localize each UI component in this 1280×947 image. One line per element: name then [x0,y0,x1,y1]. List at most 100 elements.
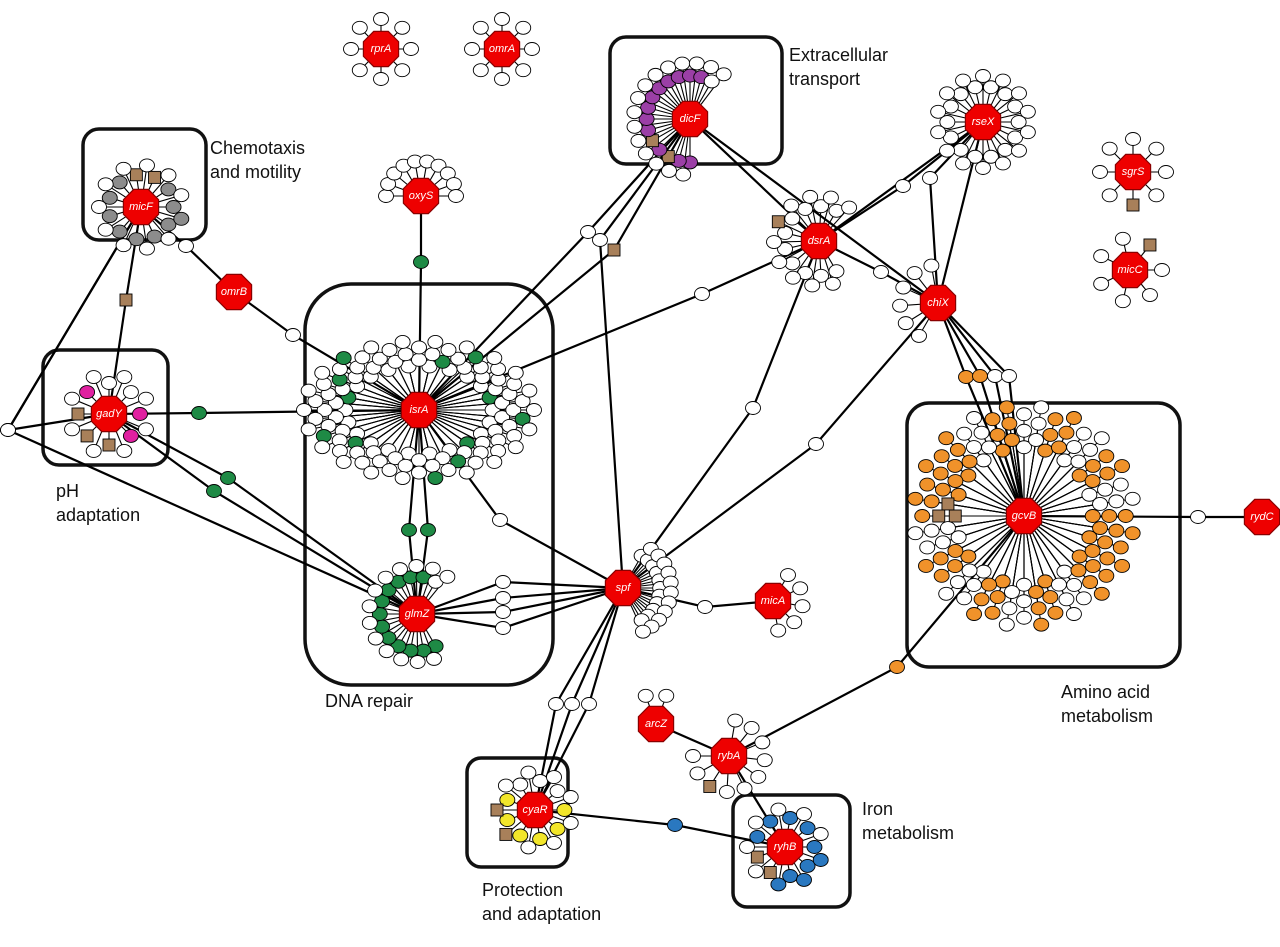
srna-octagon [754,582,792,620]
target-node [780,568,796,582]
target-node [770,877,787,892]
target-node [64,422,80,437]
target-node [300,383,317,398]
target-node [955,156,971,171]
target-node [411,352,427,367]
target-node [812,827,829,841]
srna-label: micF [129,201,154,213]
target-node [307,411,324,426]
target-node [1097,482,1114,497]
target-node-square [102,438,116,452]
connector-node [745,401,761,415]
target-node [771,255,788,270]
srna-octagon [800,222,838,260]
target-node [747,864,764,879]
target-node [1092,165,1108,179]
target-node-square [129,168,143,182]
srna-octagon [710,737,748,775]
srna-label: rprA [371,43,392,55]
target-node [97,222,114,237]
target-node [1098,449,1115,464]
connector-node [495,605,511,619]
target-node [906,266,923,281]
connector-node [191,406,207,420]
srna-label: chiX [927,297,949,309]
target-node [1085,458,1101,473]
target-node [1101,188,1118,203]
target-node [115,161,132,176]
target-node [750,769,767,784]
target-node [1011,143,1027,158]
srna-octagon [919,284,957,322]
target-node [160,182,177,197]
srna-octagon [122,188,160,226]
target-node [947,458,963,473]
target-node [1124,491,1141,506]
target-node [411,465,427,480]
srna-label: gadY [96,408,122,420]
target-node [907,526,924,541]
edge-24 [622,240,821,589]
srna-label: micC [1117,264,1142,276]
connector-node [564,697,580,711]
srna-label: rseX [972,116,995,128]
target-node [562,790,579,804]
target-node [505,403,522,417]
target-node [1071,549,1088,564]
srna-label: spf [616,582,632,594]
srna-label: micA [761,595,785,607]
target-node [1081,530,1098,545]
target-node [427,334,444,349]
target-node [973,425,990,440]
target-node [930,125,947,140]
target-node [923,258,940,273]
target-node-square [71,407,85,421]
target-node [458,465,475,480]
connector-node [548,697,564,711]
target-node [101,376,117,390]
target-node [361,599,378,614]
connector-node [972,369,988,383]
target-node [1092,521,1109,535]
srna-gadY: gadY [90,395,128,433]
target-node [923,494,940,509]
target-node [378,644,395,659]
target-node [1030,601,1047,616]
target-node [450,454,467,469]
target-node [822,190,839,205]
target-node [1037,574,1054,589]
target-node [387,451,404,466]
srna-oxyS: oxyS [402,177,440,215]
connector-node [808,437,824,451]
connector-node [694,287,710,301]
connector-node [413,255,429,269]
target-node [792,581,809,596]
target-node [715,67,732,82]
target-node [381,463,398,477]
target-node [497,778,514,793]
srna-rseX: rseX [964,103,1002,141]
target-node [445,177,462,191]
target-node [1047,605,1064,620]
target-node [499,813,516,828]
target-node [919,540,936,555]
target-node [524,42,540,56]
target-node [1084,474,1101,488]
target-node [354,455,371,470]
target-node [122,428,139,443]
target-node [371,454,388,469]
target-node [939,143,955,158]
target-node [97,177,114,192]
target-node [955,73,971,88]
target-node [777,226,794,240]
target-node [1101,141,1118,156]
target-node [546,835,562,850]
target-node [115,238,132,253]
srna-label: ryhB [774,841,797,853]
connector-node [495,575,511,589]
target-node [770,623,787,638]
connector-node [895,179,911,193]
target-node [450,351,467,366]
target-node [520,765,537,780]
target-node [556,803,573,817]
